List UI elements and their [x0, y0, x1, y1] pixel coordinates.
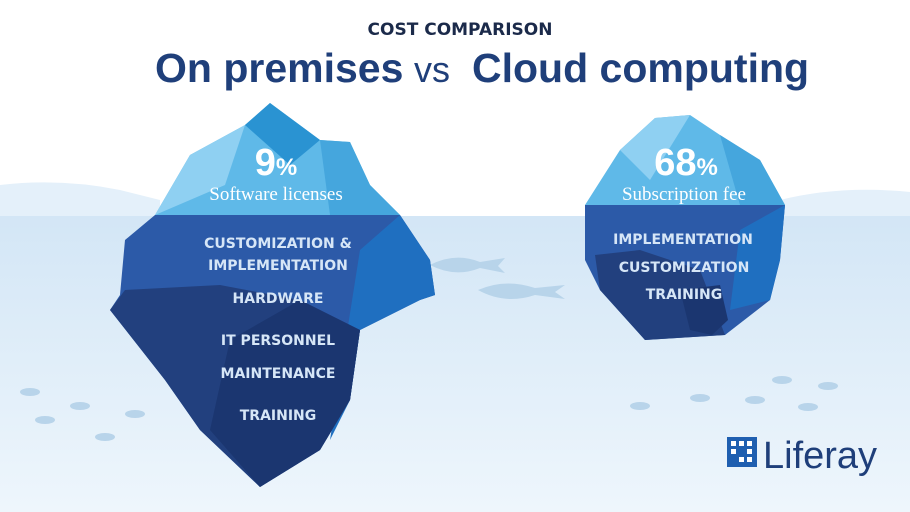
logo-icon [727, 437, 757, 467]
fish [20, 376, 838, 441]
percent-unit: % [696, 154, 717, 181]
below-label: TRAINING [240, 408, 317, 424]
title-right: Cloud computing [472, 45, 809, 91]
percent-unit: % [276, 154, 297, 181]
iceberg-left [110, 103, 435, 487]
percent: 68% [654, 142, 718, 184]
below-label: IMPLEMENTATION [208, 258, 348, 274]
below-label: TRAINING [646, 287, 723, 303]
below-label: HARDWARE [233, 291, 324, 307]
below-label: CUSTOMIZATION [619, 260, 750, 276]
percent: 9% [255, 142, 297, 184]
above-label: Software licenses [209, 184, 342, 205]
percent-value: 9 [255, 142, 276, 184]
title-vs: vs [414, 49, 450, 90]
title-left: On premises [155, 45, 403, 91]
iceberg-right [585, 115, 785, 340]
below-label: CUSTOMIZATION & [204, 236, 352, 252]
kicker: COST COMPARISON [368, 20, 553, 40]
logo-text: Liferay [763, 435, 877, 477]
above-label: Subscription fee [622, 184, 746, 205]
below-label: MAINTENANCE [221, 366, 336, 382]
distant-ice [0, 182, 910, 217]
percent-value: 68 [654, 142, 696, 184]
below-label: IMPLEMENTATION [613, 232, 753, 248]
below-label: IT PERSONNEL [221, 333, 335, 349]
whales [430, 257, 565, 299]
